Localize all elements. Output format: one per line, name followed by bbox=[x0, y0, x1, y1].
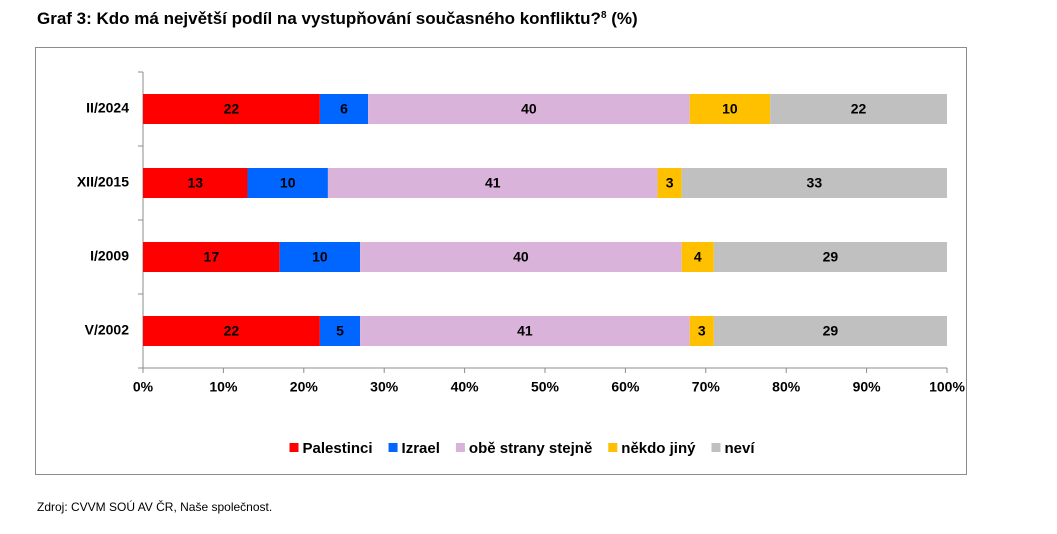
category-label: XII/2015 bbox=[77, 174, 129, 190]
footnote-mark: 8 bbox=[600, 10, 607, 21]
bar-segment bbox=[689, 94, 771, 124]
data-label: 3 bbox=[666, 175, 674, 191]
chart-title: Graf 3: Kdo má největší podíl na vystupň… bbox=[37, 9, 638, 29]
x-tick-label: 100% bbox=[929, 379, 965, 395]
data-label: 40 bbox=[521, 101, 537, 117]
legend-label: někdo jiný bbox=[621, 440, 696, 457]
legend-label: obě strany stejně bbox=[469, 440, 592, 457]
chart-title-text: Graf 3: Kdo má největší podíl na vystupň… bbox=[37, 9, 601, 28]
data-label: 22 bbox=[224, 101, 240, 117]
bar-segment bbox=[319, 316, 361, 346]
bar-segment bbox=[657, 168, 682, 198]
bar-segment bbox=[713, 316, 947, 346]
category-label: II/2024 bbox=[86, 100, 129, 116]
bar-segment bbox=[143, 94, 320, 124]
legend-label: Izrael bbox=[402, 440, 440, 457]
bar-segment bbox=[681, 168, 947, 198]
data-label: 4 bbox=[694, 249, 702, 265]
legend-swatch bbox=[711, 443, 721, 452]
data-label: 29 bbox=[823, 249, 839, 265]
bar-segment bbox=[143, 168, 248, 198]
x-tick-label: 30% bbox=[370, 379, 399, 395]
legend-swatch bbox=[608, 443, 618, 452]
x-tick-label: 40% bbox=[451, 379, 480, 395]
legend-swatch bbox=[388, 443, 398, 452]
x-tick-label: 10% bbox=[209, 379, 238, 395]
data-label: 40 bbox=[513, 249, 529, 265]
bar-segment bbox=[368, 94, 690, 124]
chart-frame bbox=[35, 47, 967, 475]
x-tick-label: 80% bbox=[772, 379, 801, 395]
legend-label: Palestinci bbox=[303, 440, 373, 457]
bar-segment bbox=[143, 242, 280, 272]
data-label: 22 bbox=[224, 323, 240, 339]
data-label: 41 bbox=[485, 175, 501, 191]
data-label: 10 bbox=[312, 249, 328, 265]
x-tick-label: 0% bbox=[133, 379, 154, 395]
bar-segment bbox=[689, 316, 714, 346]
data-label: 6 bbox=[340, 101, 348, 117]
legend-label: neví bbox=[724, 440, 755, 457]
bar-segment bbox=[319, 94, 369, 124]
category-label: V/2002 bbox=[85, 322, 130, 338]
chart-title-unit: (%) bbox=[611, 9, 638, 28]
bar-segment bbox=[143, 316, 320, 346]
x-tick-label: 50% bbox=[531, 379, 560, 395]
x-tick-label: 20% bbox=[290, 379, 319, 395]
category-label: I/2009 bbox=[90, 248, 129, 264]
bar-segment bbox=[360, 242, 682, 272]
legend-swatch bbox=[289, 443, 299, 452]
bar-segment bbox=[279, 242, 361, 272]
data-label: 10 bbox=[722, 101, 738, 117]
data-label: 3 bbox=[698, 323, 706, 339]
bar-segment bbox=[247, 168, 328, 198]
x-tick-label: 70% bbox=[692, 379, 721, 395]
data-label: 22 bbox=[851, 101, 867, 117]
bar-segment bbox=[360, 316, 690, 346]
bar-segment bbox=[327, 168, 658, 198]
source-note: Zdroj: CVVM SOÚ AV ČR, Naše společnost. bbox=[37, 500, 273, 514]
bar-segment bbox=[770, 94, 947, 124]
data-label: 33 bbox=[807, 175, 823, 191]
x-tick-label: 90% bbox=[853, 379, 882, 395]
legend-swatch bbox=[455, 443, 465, 452]
data-label: 10 bbox=[280, 175, 296, 191]
bar-segment bbox=[681, 242, 714, 272]
data-label: 29 bbox=[823, 323, 839, 339]
bar-segment bbox=[713, 242, 947, 272]
data-label: 5 bbox=[336, 323, 344, 339]
data-label: 41 bbox=[517, 323, 533, 339]
x-tick-label: 60% bbox=[611, 379, 640, 395]
data-label: 17 bbox=[204, 249, 220, 265]
data-label: 13 bbox=[187, 175, 203, 191]
